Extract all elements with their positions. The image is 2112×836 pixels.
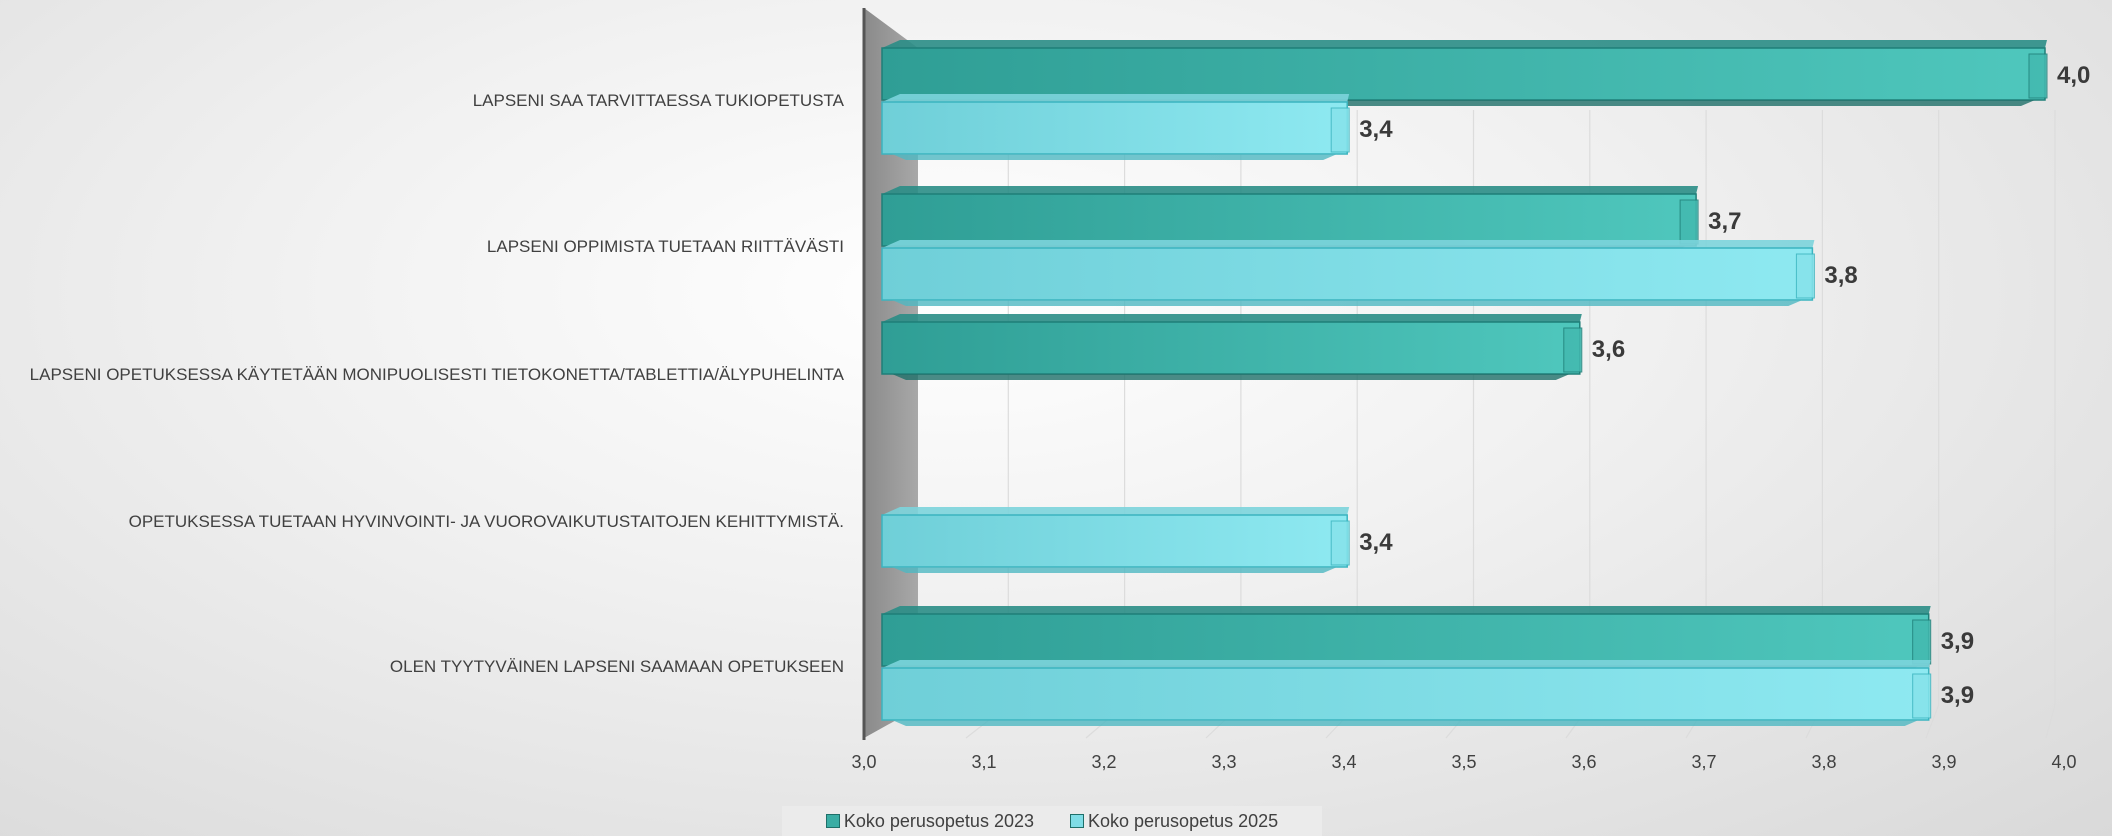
data-label: 4,0 [2057,62,2090,89]
category-label: LAPSENI SAA TARVITTAESSA TUKIOPETUSTA [473,91,845,110]
legend-swatch-2023 [825,814,840,828]
bar-end-cap [1563,327,1583,373]
bar [881,47,2046,101]
x-tick-label: 3,7 [1691,752,1716,772]
data-label: 3,9 [1941,682,1974,709]
gridline-floor [1925,704,1940,739]
bar [881,193,1697,247]
bar-end-cap [1679,199,1699,245]
bar-top-face [882,314,1582,322]
x-tick-label: 4,0 [2051,752,2076,772]
bar [881,321,1581,375]
bar [881,101,1348,155]
bar-top-face [882,40,2047,48]
bar-bottom-face [892,720,1919,726]
x-tick-label: 3,6 [1571,752,1596,772]
bar [881,514,1348,568]
bar-top-face [882,186,1699,194]
data-label: 3,6 [1592,336,1625,363]
category-label: OLEN TYYTYVÄINEN LAPSENI SAAMAAN OPETUKS… [390,657,844,676]
legend-item-2025: Koko perusopetus 2025 [1070,811,1278,832]
data-label: 3,4 [1359,116,1393,143]
category-label: LAPSENI OPPIMISTA TUETAAN RIITTÄVÄSTI [487,237,844,256]
bar-top-face [882,660,1931,668]
data-label: 3,7 [1708,208,1741,235]
bar-top-face [882,606,1931,614]
category-label: LAPSENI OPETUKSESSA KÄYTETÄÄN MONIPUOLIS… [30,365,845,384]
category-label: OPETUKSESSA TUETAAN HYVINVOINTI- JA VUOR… [129,512,844,531]
x-tick-label: 3,0 [851,752,876,772]
x-tick-label: 3,4 [1331,752,1356,772]
bar-bottom-face [892,154,1338,160]
legend-label-2023: Koko perusopetus 2023 [843,810,1034,831]
gridline-floor [2045,704,2056,739]
x-tick-label: 3,1 [971,752,996,772]
bar-end-cap [1330,107,1350,153]
data-label: 3,9 [1941,628,1974,655]
bar-bottom-face [892,567,1338,573]
x-tick-label: 3,2 [1091,752,1116,772]
x-tick-label: 3,8 [1811,752,1836,772]
bar-end-cap [1912,673,1932,719]
bar-end-cap [1912,619,1932,665]
data-label: 3,4 [1359,529,1393,556]
x-tick-label: 3,3 [1211,752,1236,772]
bar [881,247,1814,301]
bar-end-cap [1330,520,1350,566]
x-tick-label: 3,9 [1931,752,1956,772]
bar-end-cap [1795,253,1815,299]
bar-bottom-face [892,374,1570,380]
x-tick-label: 3,5 [1451,752,1476,772]
bar [881,667,1930,721]
bar-end-cap [2028,53,2048,99]
legend-swatch-2025 [1070,814,1084,828]
bar-bottom-face [892,300,1803,306]
bar-top-face [882,94,1350,102]
data-label: 3,8 [1824,262,1857,289]
legend-label-2025: Koko perusopetus 2025 [1088,810,1279,831]
bar [881,613,1930,667]
bar-top-face [882,507,1350,515]
chart-legend: Koko perusopetus 2023 Koko perusopetus 2… [782,806,1322,836]
legend-item-2023: Koko perusopetus 2023 [825,810,1034,832]
bar-top-face [882,240,1815,248]
